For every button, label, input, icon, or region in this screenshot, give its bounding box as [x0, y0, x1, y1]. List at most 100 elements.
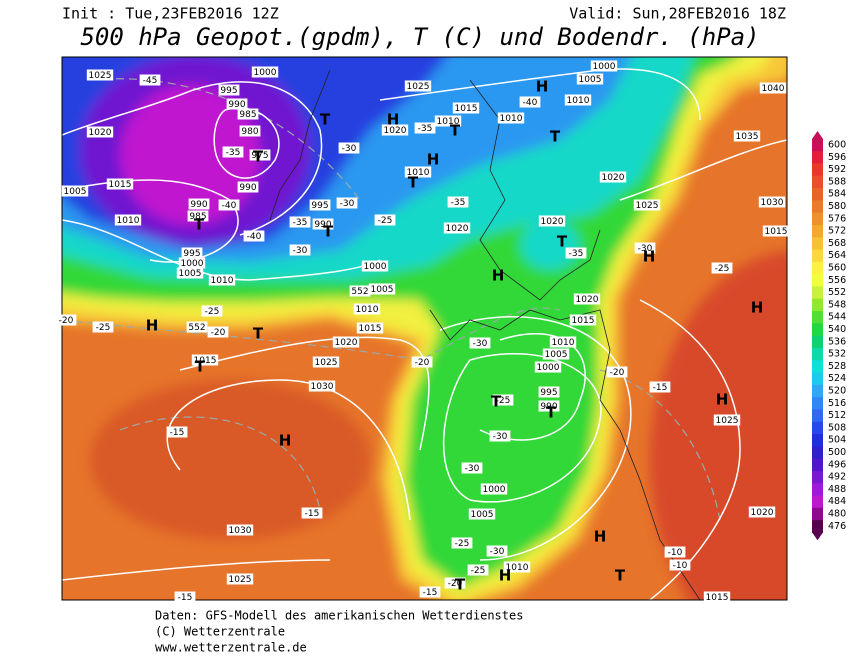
- contour-label-box: [711, 262, 733, 274]
- contour-label: 975: [251, 151, 268, 161]
- contour-label: 1010: [437, 117, 460, 127]
- contour-label: -35: [451, 198, 466, 208]
- contour-label: 995: [183, 249, 200, 259]
- contour-label: 995: [220, 86, 237, 96]
- contour-label: 985: [189, 212, 206, 222]
- contour-label-box: [486, 545, 508, 557]
- colorbar-cap: [812, 532, 823, 541]
- contour-label-box: [411, 356, 433, 368]
- contour-label-box: [312, 356, 340, 368]
- contour-label-box: [733, 130, 761, 142]
- colorbar-label: 516: [828, 398, 846, 409]
- pressure-center: T: [615, 567, 626, 585]
- contour-label: -30: [465, 464, 480, 474]
- contour-label: -30: [493, 432, 508, 442]
- contour-label: 1015: [194, 356, 217, 366]
- colorbar-swatch: [812, 298, 823, 312]
- contour-label: 1010: [211, 276, 234, 286]
- colorbar-label: 484: [828, 496, 846, 507]
- colorbar-swatch: [812, 446, 823, 460]
- contour-label-box: [237, 181, 259, 193]
- colorbar-swatch: [812, 360, 823, 374]
- contour-label-box: [226, 98, 248, 110]
- contour-label: 990: [540, 402, 557, 412]
- contour-label: 1020: [384, 126, 407, 136]
- colorbar-label: 600: [828, 140, 846, 151]
- map-labels: 1025 100099599098598097599010151020100510…: [55, 60, 790, 603]
- colorbar-label: 580: [828, 201, 846, 212]
- contour-label: -15: [653, 383, 668, 393]
- contour-label-box: [538, 215, 566, 227]
- contour-label-box: [565, 247, 587, 259]
- contour-label: 1015: [455, 104, 478, 114]
- contour-label-box: [114, 214, 142, 226]
- contour-label: -20: [211, 328, 226, 338]
- contour-label-box: [174, 591, 196, 603]
- contour-label-box: [461, 462, 483, 474]
- contour-label: 1010: [356, 305, 379, 315]
- contour-label-box: [336, 197, 358, 209]
- contour-label-box: [226, 524, 254, 536]
- contour-label-box: [497, 112, 525, 124]
- contour-label-box: [218, 199, 240, 211]
- footer-url: www.wetterzentrale.de: [155, 641, 307, 655]
- contour-label-box: [434, 115, 462, 127]
- contour-label-box: [451, 537, 473, 549]
- contour-label: -10: [673, 561, 688, 571]
- colorbar-label: 492: [828, 472, 846, 483]
- contour-label-box: [356, 322, 384, 334]
- pressure-center: H: [594, 528, 607, 546]
- colorbar-swatch: [812, 237, 823, 251]
- colorbar-label: 572: [828, 226, 846, 237]
- contour-label: -30: [473, 339, 488, 349]
- contour-label: -25: [455, 539, 470, 549]
- contour-label: 1020: [602, 173, 625, 183]
- contour-label: 552: [188, 323, 205, 333]
- contour-label-box: [759, 82, 787, 94]
- contour-label: 1025: [89, 71, 112, 81]
- contour-label-box: [542, 348, 570, 360]
- colorbar-label: 596: [828, 152, 846, 163]
- contour-label: -20: [59, 316, 74, 326]
- contour-label-box: [166, 426, 188, 438]
- contour-label-box: [188, 198, 210, 210]
- contour-label: 1005: [371, 285, 394, 295]
- pressure-center: T: [550, 128, 561, 146]
- colorbar-label: 552: [828, 287, 846, 298]
- contour-label-box: [569, 314, 597, 326]
- contour-label: 1000: [593, 62, 616, 72]
- contour-label-box: [519, 96, 541, 108]
- contour-label: 1015: [359, 324, 382, 334]
- contour-label: -30: [490, 547, 505, 557]
- contour-label: 1025: [407, 82, 430, 92]
- contour-label: 995: [540, 388, 557, 398]
- contour-label-box: [176, 267, 204, 279]
- colorbar-label: 588: [828, 176, 846, 187]
- contour-label-box: [447, 196, 469, 208]
- contour-label-box: [249, 149, 271, 161]
- contour-label-box: [201, 305, 223, 317]
- colorbar-label: 592: [828, 164, 846, 175]
- colorbar-label: 540: [828, 324, 846, 335]
- contour-label: 1005: [579, 75, 602, 85]
- contour-label-box: [419, 586, 441, 598]
- contour-label-box: [564, 94, 592, 106]
- colorbar-label: 508: [828, 422, 846, 433]
- contour-label: -35: [569, 249, 584, 259]
- pressure-center: H: [427, 151, 440, 169]
- contour-label: -30: [342, 144, 357, 154]
- colorbar-label: 568: [828, 238, 846, 249]
- pressure-center: H: [536, 78, 549, 96]
- contour-label: 1025: [229, 575, 252, 585]
- contour-label-box: [538, 386, 560, 398]
- colorbar-swatch: [812, 384, 823, 398]
- colorbar-label: 500: [828, 447, 846, 458]
- contour-label: -20: [610, 368, 625, 378]
- contour-label: 990: [228, 100, 245, 110]
- contour-label-box: [414, 122, 436, 134]
- colorbar-label: 556: [828, 275, 846, 286]
- contour-label: -35: [293, 218, 308, 228]
- contour-label-box: [186, 321, 208, 333]
- contour-label: 1000: [483, 485, 506, 495]
- colorbar-label: 536: [828, 336, 846, 347]
